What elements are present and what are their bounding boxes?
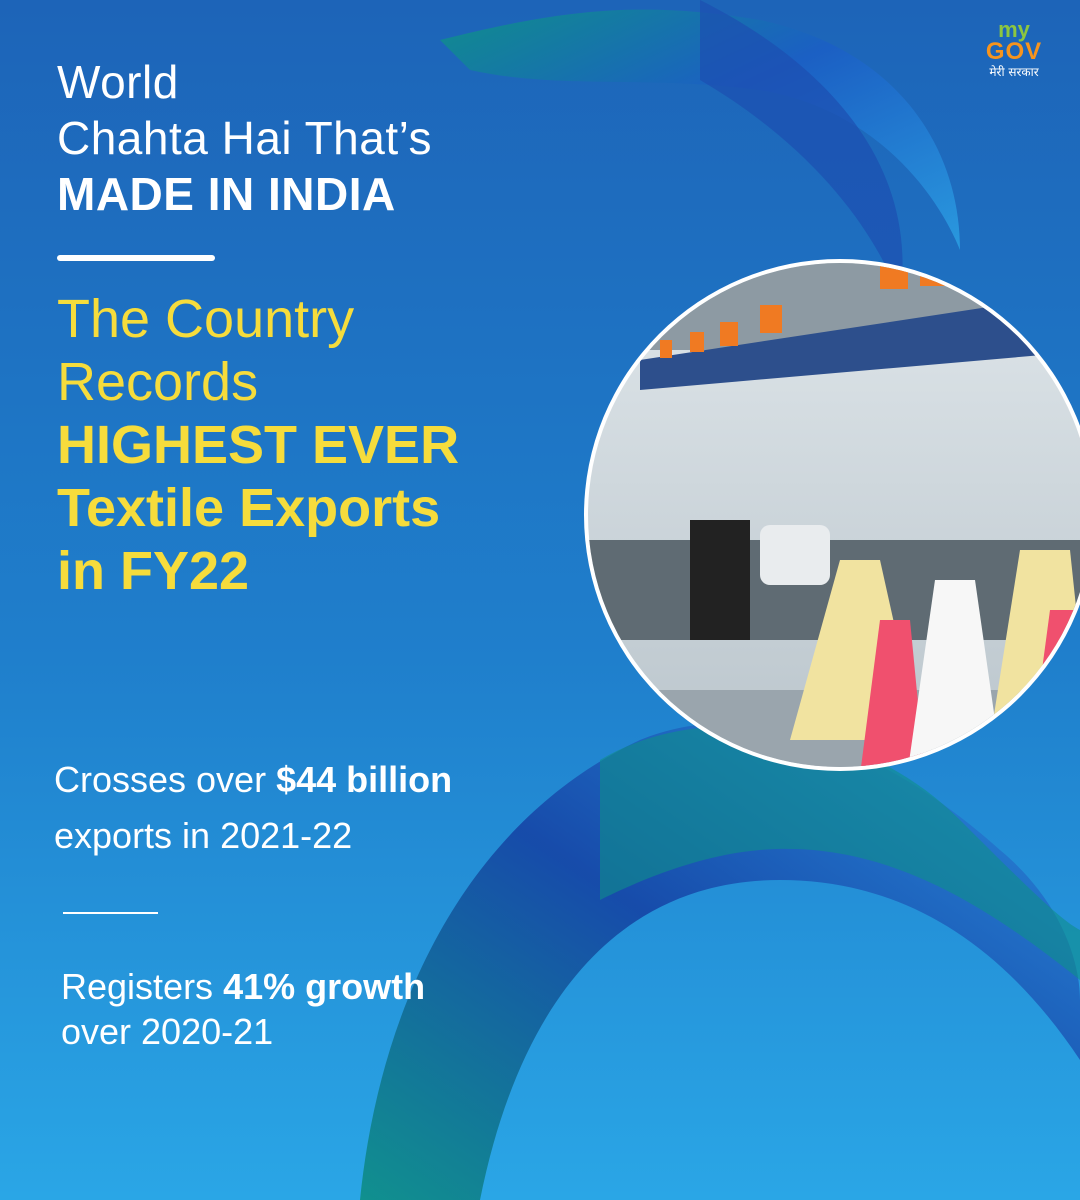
logo: my GOV मेरी सरकार: [974, 17, 1054, 80]
stat-text: Crosses over: [54, 759, 267, 800]
logo-text: GOV: [985, 38, 1043, 65]
subhead-emphasis: HIGHEST EVER: [57, 415, 460, 475]
stat-line: over 2020-21: [61, 1011, 274, 1052]
fabric: [600, 726, 1080, 980]
logo-tagline: मेरी सरकार: [989, 65, 1039, 79]
stat-emphasis: 41% growth: [223, 966, 426, 1007]
logo-text: my: [998, 17, 1030, 42]
stat-line: exports in 2021-22: [54, 815, 353, 856]
headline-emphasis: MADE IN INDIA: [57, 168, 396, 220]
subhead-line: The Country: [57, 289, 355, 349]
divider: [63, 912, 158, 914]
subhead-line: Records: [57, 352, 259, 412]
fabric: [700, 0, 903, 300]
subhead-emphasis: in FY22: [57, 541, 250, 601]
divider: [57, 255, 215, 261]
stat-text: Registers: [61, 966, 214, 1007]
stat-emphasis: $44 billion: [276, 759, 453, 800]
stat: Registers 41% growth: [61, 963, 425, 1011]
fabric: [440, 9, 960, 250]
photo: [588, 263, 1080, 767]
headline-line: World: [57, 56, 179, 108]
subhead-emphasis: Textile Exports: [57, 478, 441, 538]
stat: Crosses over $44 billion: [54, 756, 452, 804]
headline-line: Chahta Hai That’s: [57, 112, 433, 164]
